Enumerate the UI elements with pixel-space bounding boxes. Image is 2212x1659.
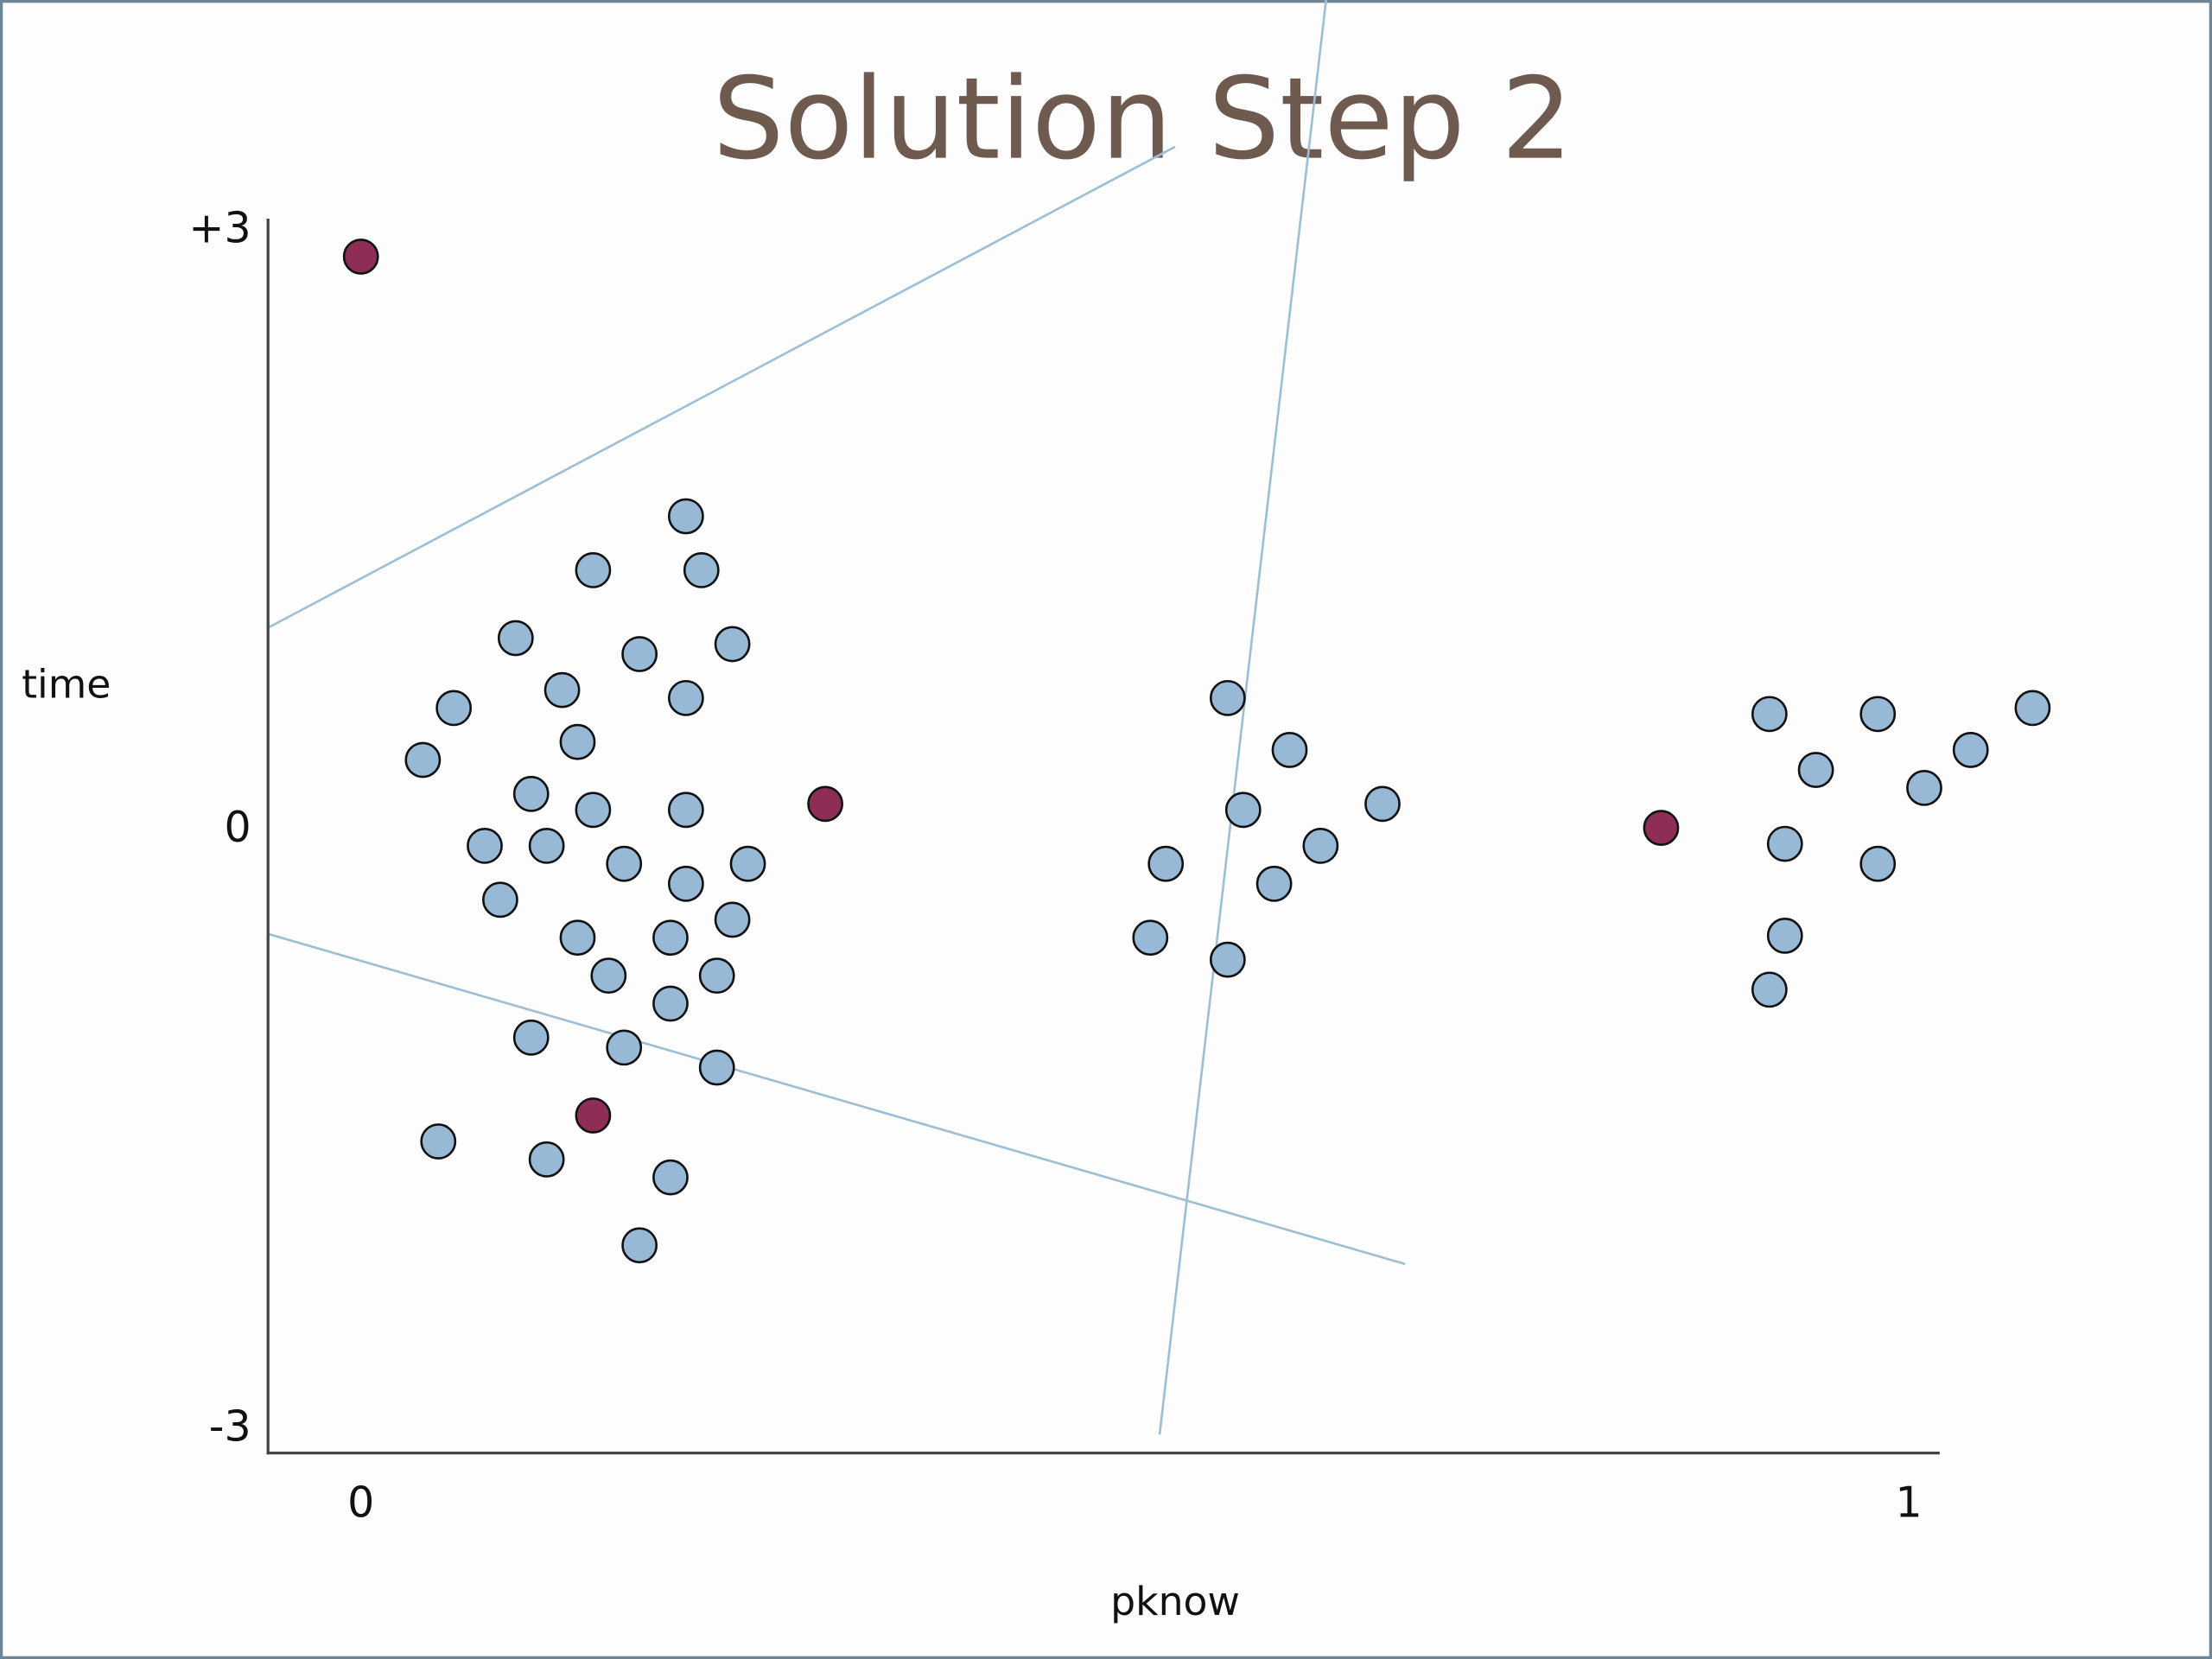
data-point [1255, 865, 1293, 902]
data-point [559, 723, 596, 760]
data-point [512, 1019, 550, 1056]
data-point [1643, 810, 1680, 846]
x-axis-label: pknow [1110, 1579, 1240, 1624]
boundary-line [267, 932, 1406, 1266]
data-point [575, 1097, 612, 1134]
data-point [807, 785, 843, 823]
data-point [1751, 696, 1788, 733]
data-point [667, 865, 704, 902]
data-point [698, 1049, 735, 1086]
data-point [667, 679, 704, 716]
data-point [652, 1159, 689, 1196]
data-point [1906, 769, 1942, 806]
data-point [667, 791, 704, 829]
data-point [512, 775, 550, 812]
y-tick-label: 0 [224, 803, 251, 852]
data-point [1364, 785, 1401, 823]
data-point [1751, 971, 1788, 1008]
data-point [1147, 845, 1185, 882]
data-point [435, 690, 473, 727]
data-point [1209, 941, 1246, 978]
data-point [1952, 732, 1989, 768]
data-point [482, 881, 518, 918]
data-point [497, 620, 534, 657]
data-point [1797, 752, 1834, 788]
data-point [559, 919, 596, 957]
data-point [1859, 696, 1897, 733]
data-point [698, 957, 735, 995]
data-point [1302, 828, 1339, 864]
data-point [606, 1029, 643, 1066]
data-point [683, 552, 720, 588]
y-tick-label: -3 [209, 1402, 251, 1451]
data-point [342, 238, 379, 275]
data-point [729, 845, 766, 882]
boundary-line [1158, 0, 1327, 1435]
data-point [528, 1141, 565, 1178]
data-point [621, 636, 658, 672]
data-point [575, 552, 612, 588]
data-point [1766, 825, 1803, 862]
data-point [1766, 918, 1803, 954]
data-point [404, 741, 442, 779]
decision-lines [267, 0, 1406, 1435]
data-point [606, 845, 643, 882]
data-point [575, 791, 612, 829]
boundary-line [267, 145, 1176, 629]
data-point [467, 828, 503, 864]
data-point [528, 828, 565, 864]
data-point [714, 901, 751, 938]
data-point [420, 1123, 457, 1160]
data-point [1859, 845, 1897, 882]
data-point [1271, 732, 1308, 768]
data-point [1224, 791, 1262, 829]
data-point [590, 957, 627, 995]
data-point [621, 1227, 658, 1264]
data-point [714, 626, 751, 663]
data-point [1132, 919, 1169, 957]
x-tick-label: 0 [347, 1478, 374, 1528]
y-axis-label: time [22, 662, 111, 708]
data-point [667, 498, 704, 535]
x-tick-label: 1 [1895, 1478, 1922, 1528]
data-point [2014, 690, 2051, 727]
data-point [652, 919, 689, 957]
y-tick-label: +3 [188, 203, 251, 252]
data-point [543, 671, 581, 709]
data-point [1209, 679, 1246, 716]
data-point [652, 985, 689, 1022]
